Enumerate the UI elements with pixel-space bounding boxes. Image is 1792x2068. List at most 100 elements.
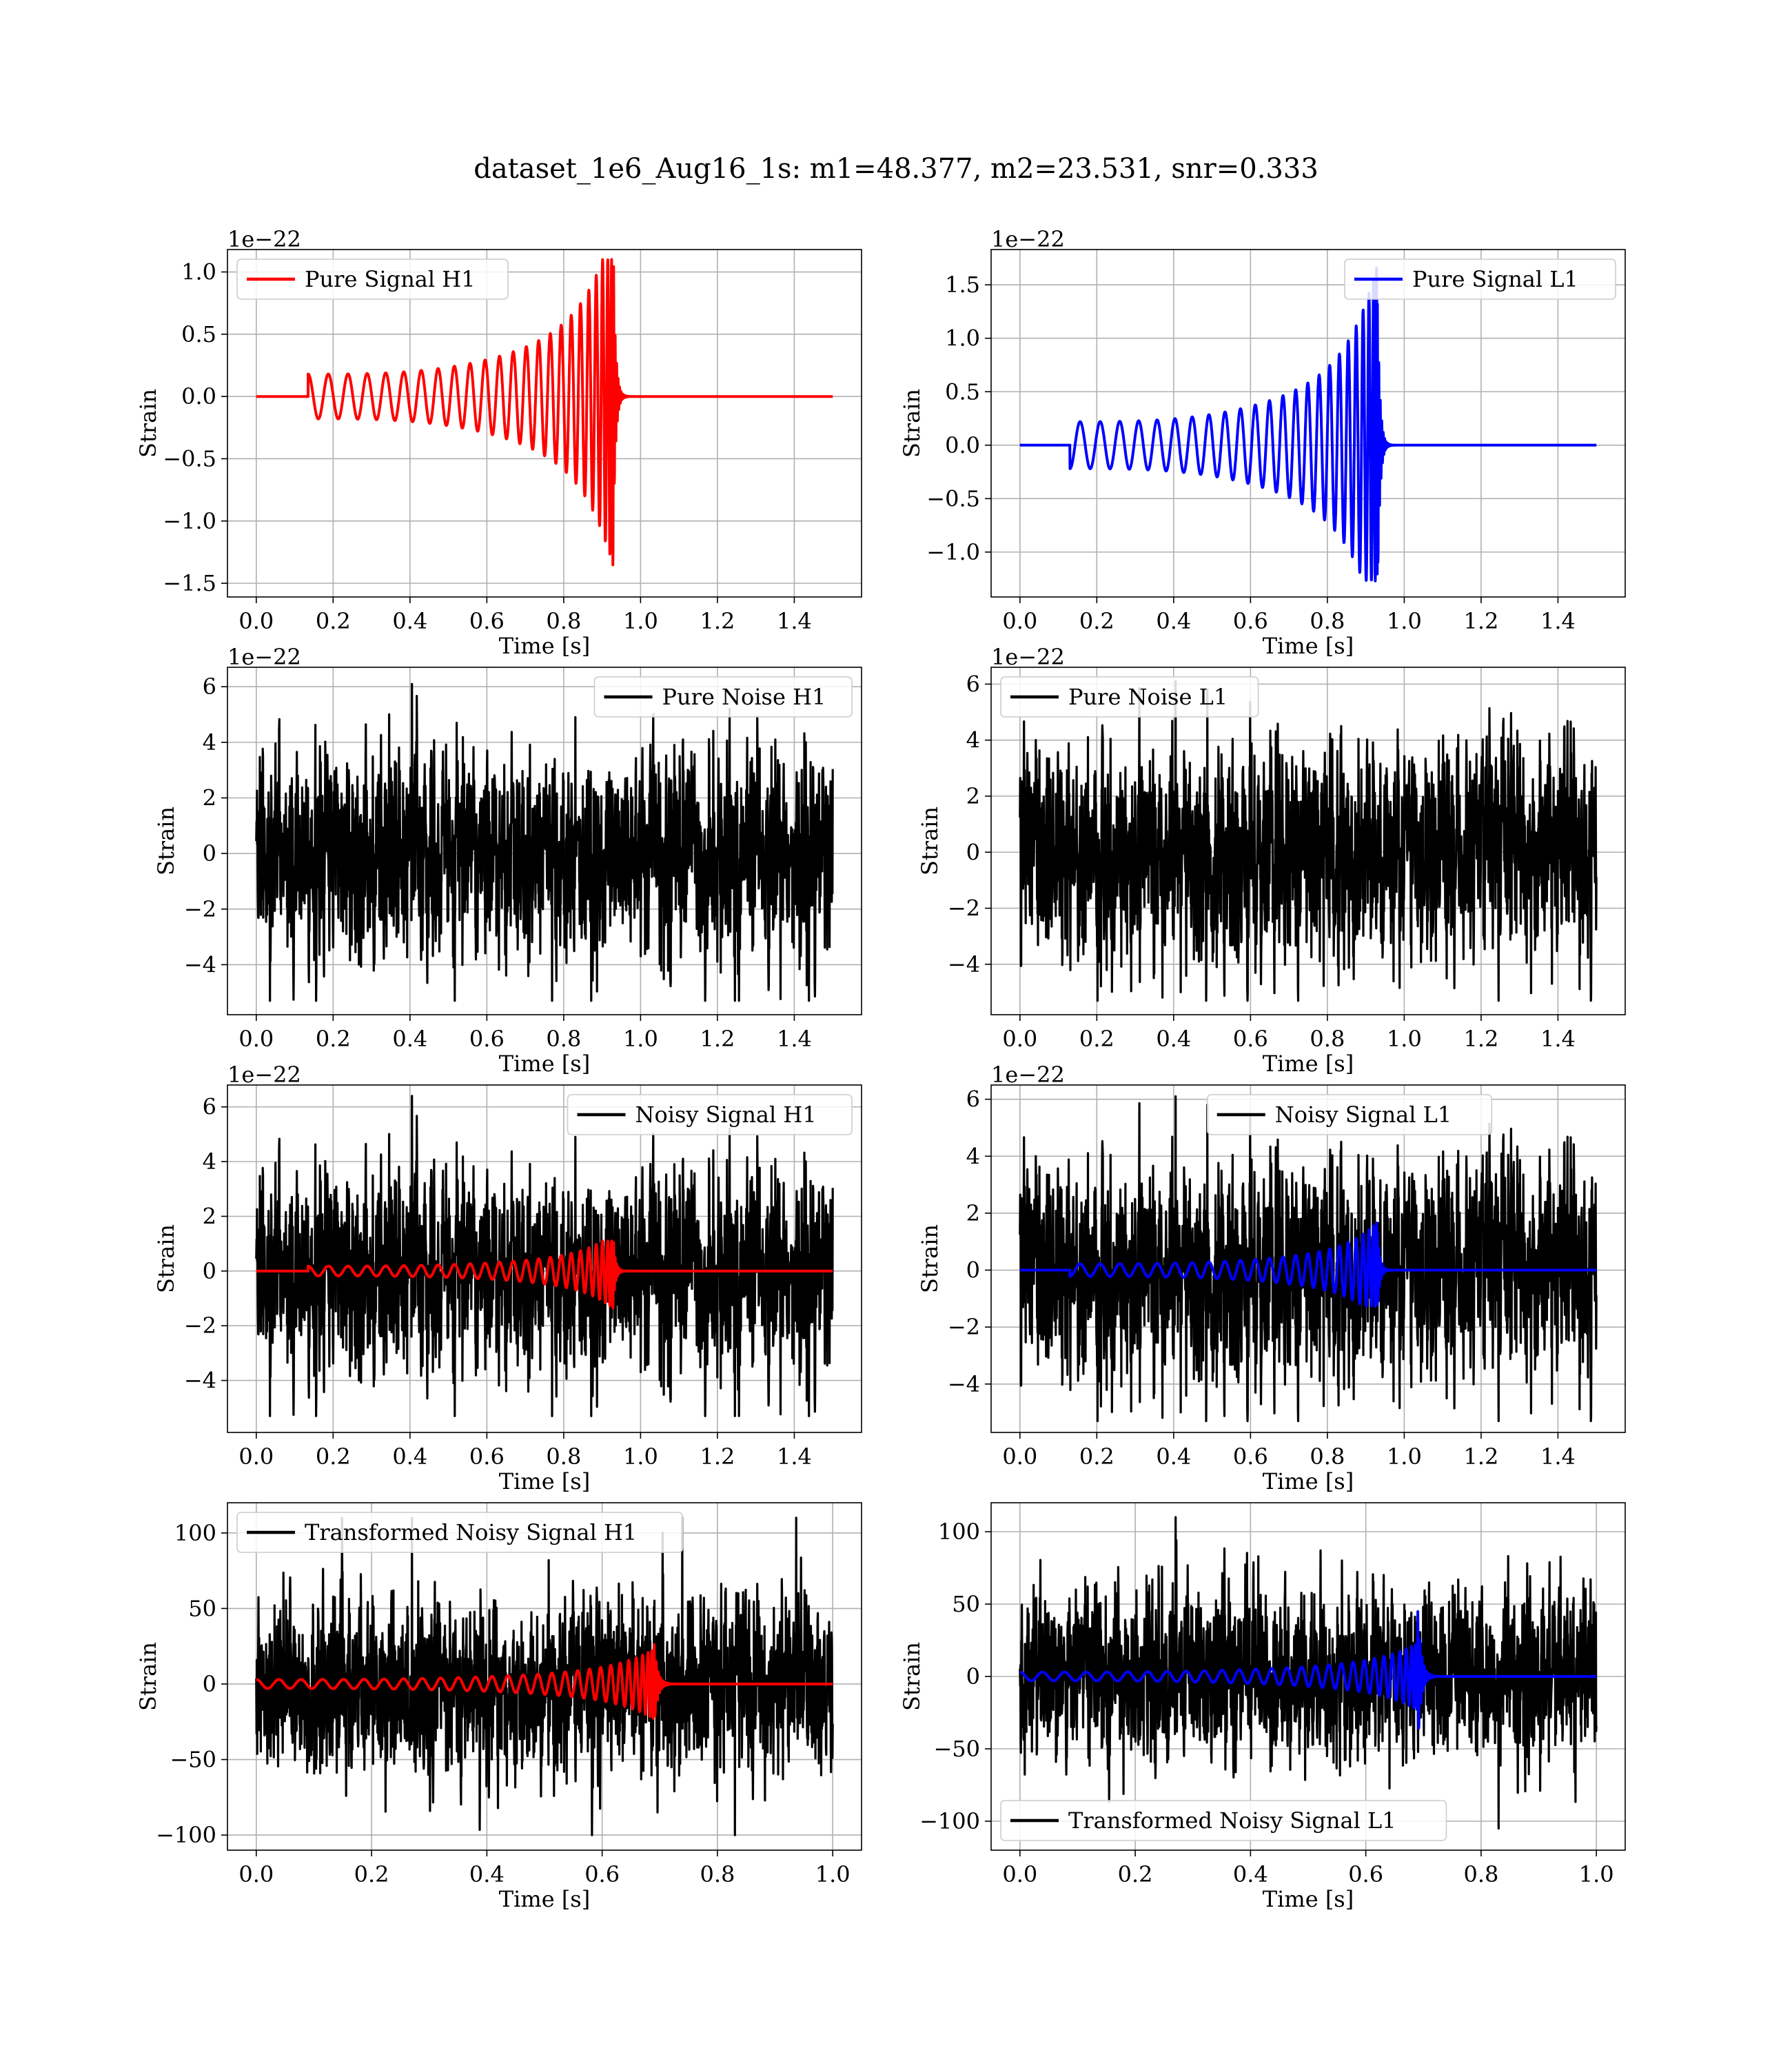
x-tick-label: 1.0: [623, 1443, 658, 1470]
x-tick-label: 0.0: [238, 1443, 274, 1470]
y-tick-label: −1.0: [926, 539, 980, 565]
x-tick-label: 1.0: [1387, 608, 1422, 634]
x-tick-label: 1.0: [623, 608, 658, 634]
plot-area: [255, 682, 834, 1002]
x-tick-label: 0.0: [1002, 1026, 1037, 1052]
x-tick-label: 1.4: [777, 1443, 812, 1470]
x-tick-label: 0.8: [546, 1443, 581, 1470]
plot-area: [1019, 1516, 1598, 1830]
x-tick-label: 1.0: [1387, 1443, 1422, 1470]
legend-label: Noisy Signal L1: [1275, 1102, 1452, 1128]
plot-area: [1019, 680, 1598, 1002]
y-tick-label: 4: [203, 1148, 216, 1175]
legend-box: [236, 1512, 684, 1553]
legend: Noisy Signal L1: [1206, 1094, 1493, 1135]
legend: Noisy Signal H1: [567, 1094, 853, 1135]
x-axis-label: Time [s]: [1263, 1886, 1354, 1912]
legend: Transformed Noisy Signal L1: [1000, 1800, 1447, 1841]
plot-area: [255, 258, 834, 567]
series-line-transformed-noisy-signal-l1: [1019, 1516, 1598, 1830]
y-tick-label: 50: [188, 1595, 216, 1621]
y-tick-label: −1.5: [163, 570, 216, 596]
axes-frame: [227, 249, 862, 598]
subplot-noisy_signal_l1: 0.0 0.2 0.4 0.6 0.8 1.0 1.2 1.4 −4 −2 0 2 4 6 Time [s]…: [917, 1062, 1626, 1494]
y-tick-label: −0.5: [926, 485, 980, 511]
axes-frame: [227, 1084, 862, 1433]
x-tick-label: 0.8: [546, 1026, 581, 1052]
y-tick-label: 0: [203, 840, 216, 866]
y-axis-label: Strain: [899, 389, 925, 458]
series-line-overlay-signal: [1019, 1610, 1598, 1730]
x-tick-label: 0.4: [1233, 1861, 1268, 1887]
legend-label: Pure Signal H1: [305, 266, 476, 292]
x-axis-label: Time [s]: [1263, 633, 1354, 659]
y-axis-label: Strain: [917, 807, 943, 875]
legend: Transformed Noisy Signal H1: [236, 1512, 684, 1553]
y-tick-label: −4: [948, 1371, 980, 1397]
x-tick-label: 0.2: [316, 1443, 351, 1470]
x-tick-label: 0.8: [546, 608, 581, 634]
offset-text: 1e−22: [227, 644, 301, 670]
x-tick-label: 0.6: [1233, 1026, 1268, 1052]
y-tick-label: 0: [203, 1671, 216, 1697]
x-tick-label: 0.6: [469, 608, 505, 634]
x-tick-label: 0.2: [1079, 608, 1114, 634]
y-tick-label: 1.5: [945, 272, 980, 298]
offset-text: 1e−22: [227, 1062, 301, 1088]
subplot-pure_signal_h1: 0.0 0.2 0.4 0.6 0.8 1.0 1.2 1.4 −1.5 −1.0 −0.5 0.0 0…: [135, 226, 862, 659]
legend: Pure Noise H1: [593, 676, 853, 718]
y-tick-label: −2: [184, 1312, 216, 1339]
x-tick-label: 1.2: [700, 1443, 735, 1470]
y-tick-label: 2: [203, 1203, 216, 1229]
y-tick-label: 50: [952, 1591, 980, 1617]
x-tick-label: 1.4: [1540, 608, 1576, 634]
series-line-pure-signal-l1: [1019, 267, 1598, 582]
legend-box: [1000, 676, 1259, 718]
x-tick-label: 0.0: [1002, 1443, 1037, 1470]
subplot-pure_noise_h1: 0.0 0.2 0.4 0.6 0.8 1.0 1.2 1.4 −4 −2 0 2 4 6 Time [s]…: [153, 644, 862, 1077]
offset-text: 1e−22: [991, 1062, 1065, 1088]
x-tick-label: 0.0: [1002, 608, 1037, 634]
series-line-noisy-signal-h1: [255, 1095, 834, 1417]
x-tick-label: 0.4: [469, 1861, 505, 1887]
figure-title: dataset_1e6_Aug16_1s: m1=48.377, m2=23.5…: [474, 153, 1318, 185]
y-tick-label: 4: [203, 729, 216, 756]
x-tick-label: 0.0: [238, 1861, 274, 1887]
x-tick-label: 0.8: [700, 1861, 735, 1887]
y-tick-label: −4: [184, 1368, 216, 1394]
y-tick-label: 0.5: [945, 378, 980, 405]
y-tick-label: 4: [966, 727, 980, 753]
y-tick-label: 6: [203, 673, 216, 700]
series-line-transformed-noisy-signal-h1: [255, 1517, 834, 1836]
series-line-overlay-signal: [1019, 1221, 1598, 1308]
y-axis-label: Strain: [135, 1642, 161, 1711]
x-tick-label: 1.4: [1540, 1026, 1576, 1052]
legend: Pure Signal H1: [236, 258, 509, 300]
subplot-pure_noise_l1: 0.0 0.2 0.4 0.6 0.8 1.0 1.2 1.4 −4 −2 0 2 4 6 Time [s]…: [917, 644, 1626, 1077]
plot-area: [255, 1095, 834, 1417]
x-tick-label: 0.6: [1348, 1861, 1383, 1887]
legend-box: [593, 676, 853, 718]
subplot-transformed_l1: 0.0 0.2 0.4 0.6 0.8 1.0 −100 −50 0 50 100 Time [s] S…: [899, 1502, 1626, 1912]
x-tick-label: 0.2: [354, 1861, 389, 1887]
plot-area: [1019, 1095, 1598, 1423]
x-tick-label: 0.2: [1118, 1861, 1153, 1887]
subplot-pure_signal_l1: 0.0 0.2 0.4 0.6 0.8 1.0 1.2 1.4 −1.0 −0.5 0.0 0.5 1.…: [899, 226, 1626, 659]
y-tick-label: −2: [184, 896, 216, 922]
y-tick-label: 100: [938, 1519, 980, 1545]
x-tick-label: 0.4: [1156, 1026, 1191, 1052]
x-tick-label: 0.8: [1463, 1861, 1498, 1887]
y-tick-label: 0.0: [181, 383, 216, 409]
x-tick-label: 0.8: [1310, 1443, 1345, 1470]
x-tick-label: 0.4: [1156, 608, 1191, 634]
y-tick-label: 1.0: [945, 325, 980, 352]
x-tick-label: 1.0: [1387, 1026, 1422, 1052]
x-tick-label: 0.4: [1156, 1443, 1191, 1470]
axes-frame: [990, 249, 1626, 598]
series-line-overlay-signal: [255, 1643, 834, 1720]
axes-frame: [227, 1502, 862, 1851]
legend-label: Transformed Noisy Signal H1: [305, 1519, 637, 1545]
y-tick-label: 6: [203, 1094, 216, 1120]
x-tick-label: 0.8: [1310, 608, 1345, 634]
